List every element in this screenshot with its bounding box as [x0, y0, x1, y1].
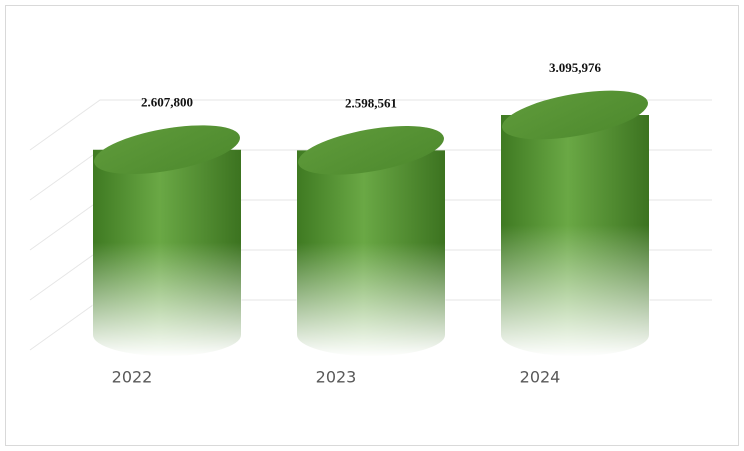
bar-top	[298, 125, 444, 175]
x-tick-label: 2024	[520, 368, 561, 387]
cylinder	[296, 125, 446, 357]
bar-top	[94, 125, 240, 175]
bar-fade	[92, 242, 242, 357]
cylinder	[92, 125, 242, 357]
grid-line	[29, 99, 712, 151]
bar-top	[502, 90, 648, 140]
x-tick-label: 2023	[316, 368, 357, 387]
bar-fade	[296, 242, 446, 357]
data-label: 3.095,976	[549, 60, 602, 75]
x-tick-label: 2022	[112, 368, 153, 387]
data-label: 2.607,800	[141, 95, 193, 110]
data-label: 2.598,561	[345, 95, 397, 110]
cylinder	[500, 90, 650, 357]
bar-fade	[500, 225, 650, 357]
